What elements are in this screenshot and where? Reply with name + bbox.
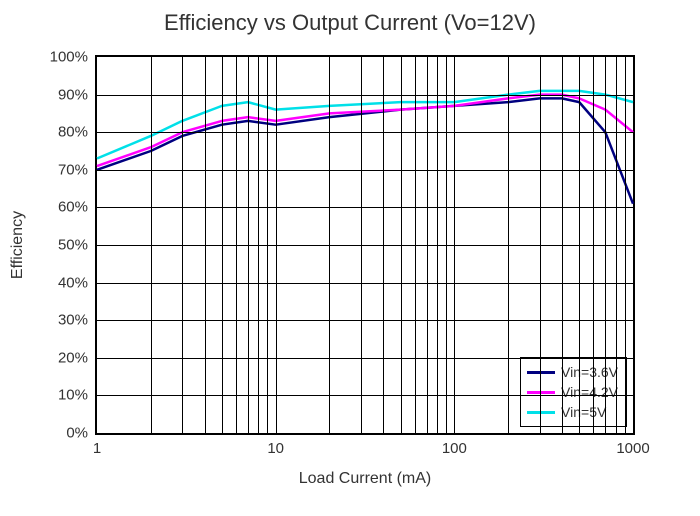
h-gridline [97, 395, 633, 396]
h-gridline [97, 283, 633, 284]
h-gridline [97, 170, 633, 171]
v-gridline [562, 57, 563, 433]
y-axis-label: Efficiency [9, 211, 27, 279]
x-tick-label: 1 [93, 440, 101, 457]
y-tick-label: 0% [28, 425, 88, 442]
legend-swatch [527, 411, 555, 414]
chart-title: Efficiency vs Output Current (Vo=12V) [0, 10, 700, 36]
h-gridline [97, 207, 633, 208]
v-gridline [205, 57, 206, 433]
y-tick-label: 100% [28, 49, 88, 66]
v-gridline [540, 57, 541, 433]
h-gridline [97, 95, 633, 96]
h-gridline [97, 358, 633, 359]
legend-swatch [527, 391, 555, 394]
v-gridline [437, 57, 438, 433]
x-tick-label: 100 [442, 440, 467, 457]
v-gridline [361, 57, 362, 433]
h-gridline [97, 320, 633, 321]
v-gridline [508, 57, 509, 433]
v-gridline [383, 57, 384, 433]
series-line [97, 98, 633, 203]
v-gridline [401, 57, 402, 433]
legend-swatch [527, 371, 555, 374]
v-gridline [446, 57, 447, 433]
v-gridline [151, 57, 152, 433]
series-line [97, 91, 633, 159]
v-gridline [258, 57, 259, 433]
v-gridline [579, 57, 580, 433]
h-gridline [97, 245, 633, 246]
y-tick-label: 90% [28, 86, 88, 103]
y-tick-label: 60% [28, 199, 88, 216]
legend-label: Vin=5V [561, 404, 606, 420]
chart-container: Efficiency vs Output Current (Vo=12V) Vi… [0, 0, 700, 516]
series-line [97, 95, 633, 166]
y-tick-label: 70% [28, 161, 88, 178]
v-gridline [415, 57, 416, 433]
y-tick-label: 30% [28, 312, 88, 329]
v-gridline [605, 57, 606, 433]
x-axis-label: Load Current (mA) [299, 470, 432, 488]
v-gridline [182, 57, 183, 433]
plot-area: Vin=3.6V Vin=4.2V Vin=5V [95, 55, 635, 435]
y-tick-label: 40% [28, 274, 88, 291]
v-gridline [329, 57, 330, 433]
v-gridline [454, 57, 455, 433]
x-tick-label: 10 [267, 440, 284, 457]
y-tick-label: 80% [28, 124, 88, 141]
v-gridline [427, 57, 428, 433]
x-tick-label: 1000 [616, 440, 649, 457]
y-tick-label: 10% [28, 387, 88, 404]
legend-label: Vin=4.2V [561, 384, 618, 400]
v-gridline [236, 57, 237, 433]
y-tick-label: 20% [28, 349, 88, 366]
h-gridline [97, 132, 633, 133]
y-tick-label: 50% [28, 237, 88, 254]
legend-label: Vin=3.6V [561, 364, 618, 380]
v-gridline [267, 57, 268, 433]
v-gridline [276, 57, 277, 433]
v-gridline [222, 57, 223, 433]
legend: Vin=3.6V Vin=4.2V Vin=5V [520, 357, 627, 427]
v-gridline [248, 57, 249, 433]
v-gridline [616, 57, 617, 433]
v-gridline [593, 57, 594, 433]
v-gridline [625, 57, 626, 433]
